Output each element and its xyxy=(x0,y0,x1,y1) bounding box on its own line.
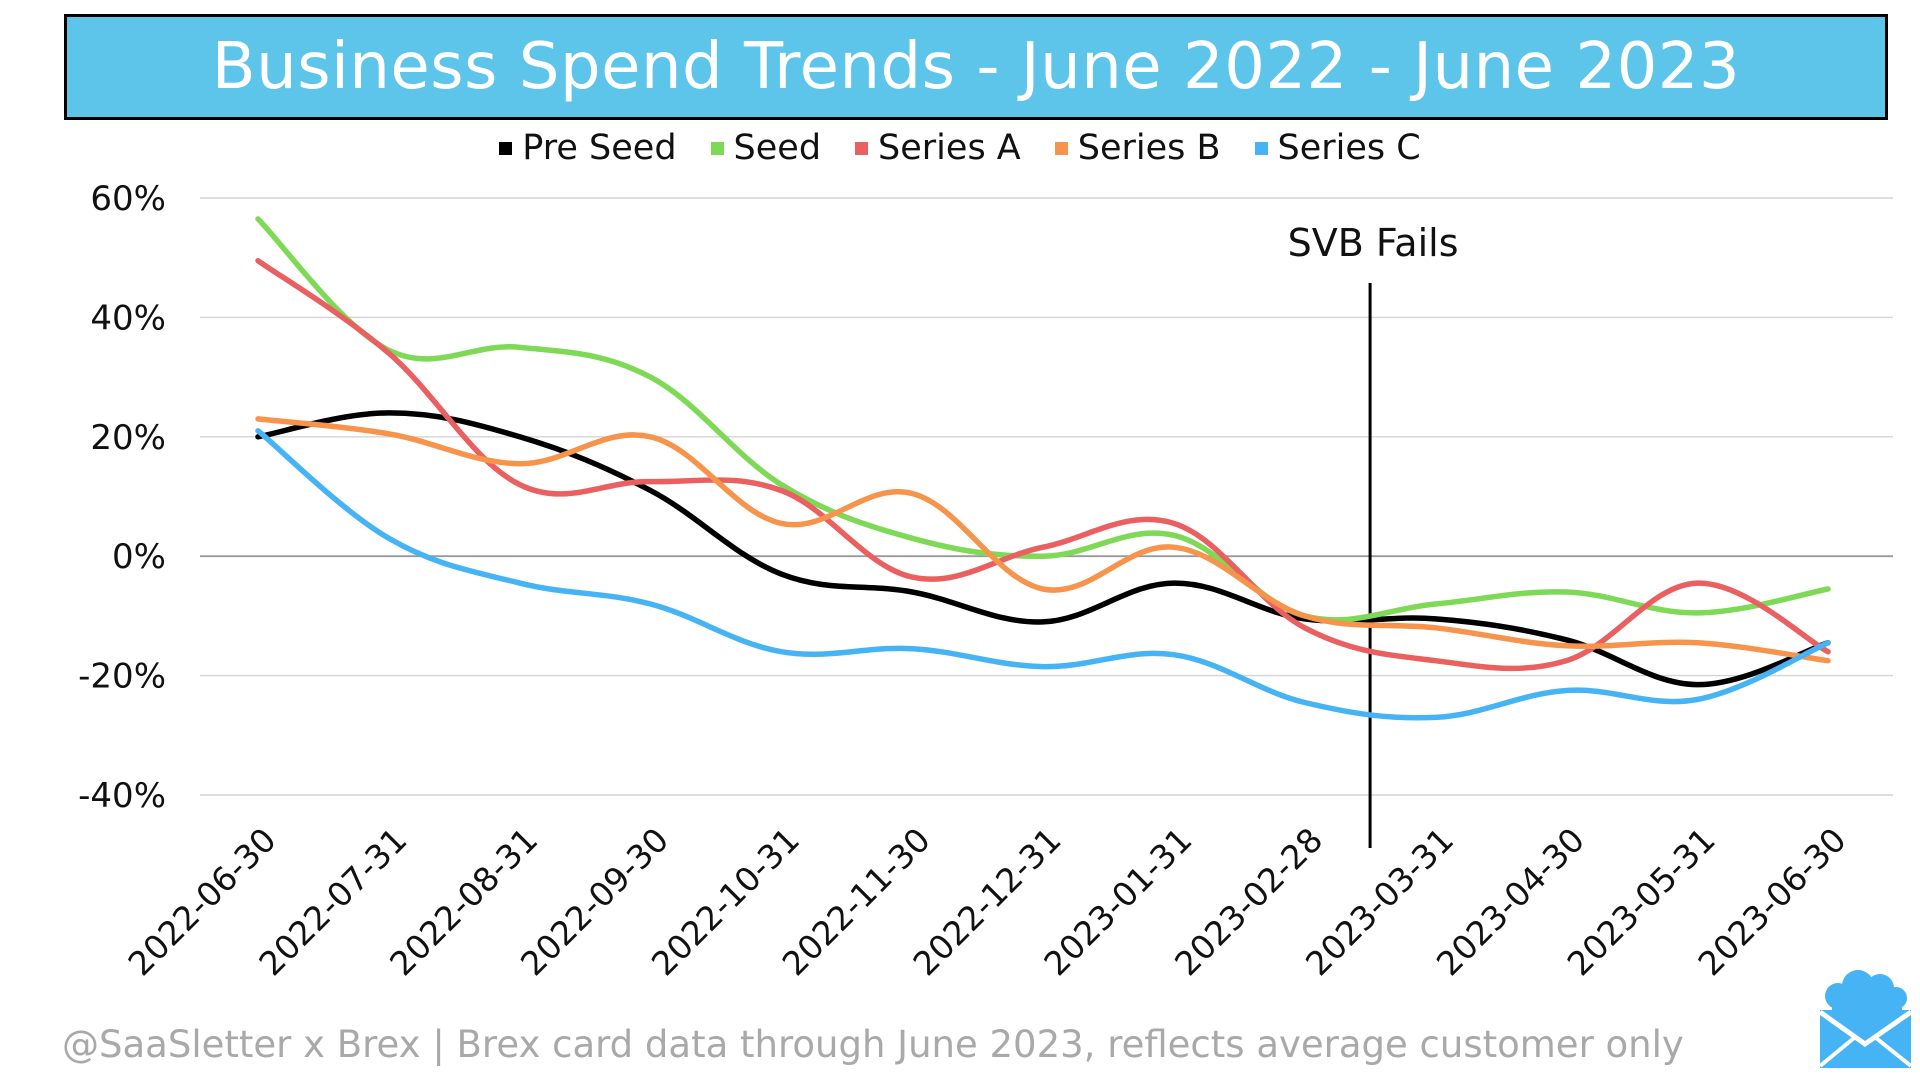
series-line-series-b xyxy=(255,416,1831,664)
legend-swatch xyxy=(855,141,869,155)
legend-label: Seed xyxy=(733,128,822,168)
cloud-envelope-icon xyxy=(1818,970,1913,1068)
series-line-seed xyxy=(255,216,1831,623)
legend-label: Series A xyxy=(878,128,1021,168)
series-line-series-a xyxy=(255,257,1831,672)
legend-swatch xyxy=(710,141,724,155)
y-tick-label: 0% xyxy=(112,537,166,577)
legend-item-series-a: Series A xyxy=(855,128,1021,168)
chart-legend: Pre Seed Seed Series A Series B Series C xyxy=(0,128,1920,168)
y-tick-label: -20% xyxy=(78,657,166,697)
legend-label: Pre Seed xyxy=(522,128,677,168)
legend-item-series-c: Series C xyxy=(1254,128,1421,168)
svb-fails-annotation: SVB Fails xyxy=(1288,221,1459,265)
legend-item-seed: Seed xyxy=(710,128,822,168)
series-line-series-c xyxy=(255,428,1831,721)
y-tick-label: 20% xyxy=(90,418,166,458)
legend-label: Series C xyxy=(1277,128,1421,168)
footer-credit: @SaaSletter x Brex | Brex card data thro… xyxy=(62,1023,1684,1066)
y-tick-label: 40% xyxy=(90,298,166,338)
legend-item-pre-seed: Pre Seed xyxy=(499,128,677,168)
y-tick-label: -40% xyxy=(78,776,166,816)
legend-label: Series B xyxy=(1077,128,1221,168)
legend-swatch xyxy=(499,141,513,155)
legend-swatch xyxy=(1254,141,1268,155)
chart-title: Business Spend Trends - June 2022 - June… xyxy=(211,30,1741,104)
legend-item-series-b: Series B xyxy=(1054,128,1221,168)
chart-title-banner: Business Spend Trends - June 2022 - June… xyxy=(64,14,1888,120)
legend-swatch xyxy=(1054,141,1068,155)
series-line-pre-seed xyxy=(255,410,1831,688)
y-tick-label: 60% xyxy=(90,179,166,219)
